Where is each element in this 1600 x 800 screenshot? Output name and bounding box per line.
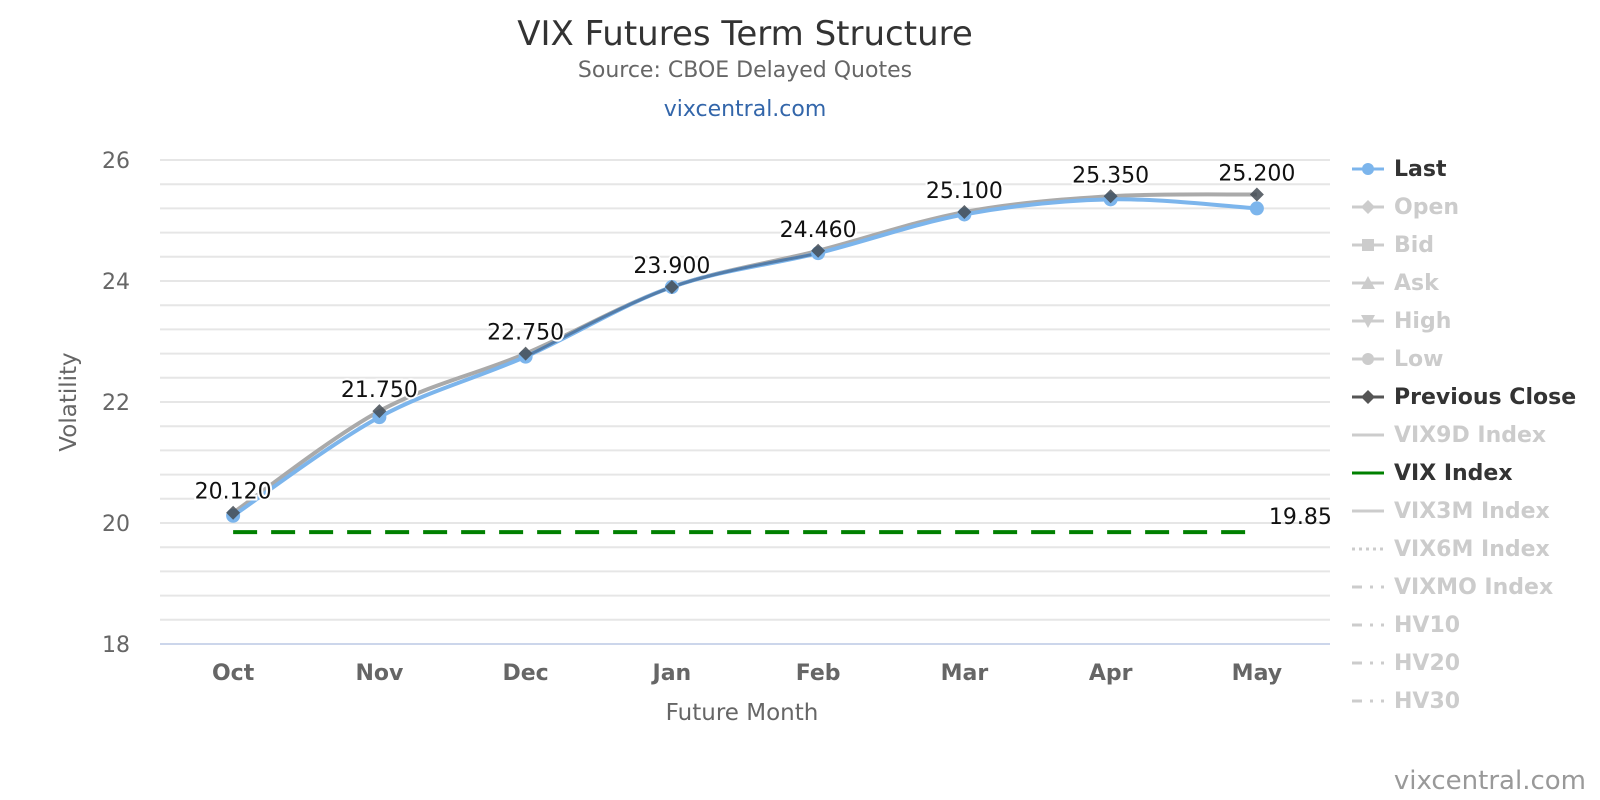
legend-symbol-icon <box>1352 547 1384 551</box>
chart-title: VIX Futures Term Structure <box>517 14 973 54</box>
x-axis-title: Future Month <box>666 700 819 726</box>
data-label-last: 21.750 <box>341 378 418 403</box>
x-tick-label: Jan <box>651 661 692 686</box>
data-label-vix-index: 19.85 <box>1269 505 1332 530</box>
legend-item[interactable]: Low <box>1350 340 1590 378</box>
chart-subtitle: Source: CBOE Delayed Quotes <box>577 58 913 83</box>
legend-item[interactable]: Last <box>1350 150 1590 188</box>
data-point-previous-close <box>226 505 241 520</box>
data-label-last: 25.350 <box>1072 163 1149 188</box>
data-label-last: 24.460 <box>780 218 857 243</box>
x-tick-label: Apr <box>1089 661 1133 686</box>
data-point-previous-close <box>372 404 387 419</box>
legend-label: VIX Index <box>1394 460 1513 486</box>
legend-label: High <box>1394 308 1452 334</box>
credits-text: vixcentral.com <box>1393 766 1586 796</box>
x-tick-label: Feb <box>796 661 841 686</box>
legend-item[interactable]: Bid <box>1350 226 1590 264</box>
legend-label: Low <box>1394 346 1444 372</box>
data-point-previous-close <box>664 280 679 295</box>
legend-symbol-icon <box>1352 623 1384 627</box>
data-point-previous-close <box>957 205 972 220</box>
legend-item[interactable]: VIX9D Index <box>1350 416 1590 454</box>
legend-item[interactable]: HV30 <box>1350 682 1590 720</box>
legend-label: VIX3M Index <box>1394 498 1550 524</box>
x-tick-label: Oct <box>212 661 255 686</box>
y-tick-label: 22 <box>102 391 130 416</box>
x-tick-label: Mar <box>941 661 989 686</box>
legend-item[interactable]: VIX Index <box>1350 454 1590 492</box>
legend-symbol-icon <box>1352 390 1384 404</box>
y-axis-title: Volatility <box>56 352 82 451</box>
legend-label: Previous Close <box>1394 384 1577 410</box>
legend-item[interactable]: Ask <box>1350 264 1590 302</box>
legend-label: Ask <box>1394 270 1439 296</box>
legend-symbol-icon <box>1352 276 1384 289</box>
legend-symbol-icon <box>1352 239 1384 251</box>
legend-label: VIXMO Index <box>1394 574 1554 600</box>
data-point-last <box>1249 201 1264 216</box>
legend: Last Open Bid Ask High Low Previous Close VIX9D… <box>1350 150 1590 720</box>
legend-label: VIX6M Index <box>1394 536 1550 562</box>
y-tick-label: 20 <box>102 512 130 537</box>
data-point-previous-close <box>518 346 533 361</box>
legend-item[interactable]: HV10 <box>1350 606 1590 644</box>
legend-symbol-icon <box>1352 433 1384 437</box>
legend-label: HV30 <box>1394 688 1461 714</box>
legend-item[interactable]: High <box>1350 302 1590 340</box>
data-label-last: 25.200 <box>1218 161 1295 186</box>
x-tick-label: Dec <box>503 661 549 686</box>
data-point-previous-close <box>811 243 826 258</box>
legend-symbol-icon <box>1352 315 1384 328</box>
legend-symbol-icon <box>1352 353 1384 365</box>
legend-item[interactable]: HV20 <box>1350 644 1590 682</box>
legend-label: Open <box>1394 194 1460 220</box>
legend-item[interactable]: Previous Close <box>1350 378 1590 416</box>
legend-label: Bid <box>1394 232 1435 258</box>
data-label-last: 20.120 <box>195 480 272 505</box>
x-tick-label: Nov <box>355 661 404 686</box>
legend-symbol-icon <box>1352 661 1384 665</box>
legend-label: HV10 <box>1394 612 1461 638</box>
y-tick-label: 24 <box>102 270 130 295</box>
legend-item[interactable]: VIXMO Index <box>1350 568 1590 606</box>
legend-label: VIX9D Index <box>1394 422 1547 448</box>
legend-symbol-icon <box>1352 163 1384 175</box>
y-tick-label: 18 <box>102 633 130 658</box>
legend-label: HV20 <box>1394 650 1461 676</box>
y-tick-label: 26 <box>102 149 130 174</box>
data-label-last: 22.750 <box>487 321 564 346</box>
data-point-previous-close <box>1249 187 1264 202</box>
legend-symbol-icon <box>1352 471 1384 475</box>
legend-symbol-icon <box>1352 699 1384 703</box>
x-tick-label: May <box>1232 661 1282 686</box>
data-label-last: 23.900 <box>633 254 710 279</box>
legend-item[interactable]: Open <box>1350 188 1590 226</box>
legend-symbol-icon <box>1352 200 1384 214</box>
data-label-last: 25.100 <box>926 179 1003 204</box>
legend-label: Last <box>1394 156 1447 182</box>
legend-item[interactable]: VIX3M Index <box>1350 492 1590 530</box>
source-link[interactable]: vixcentral.com <box>663 97 827 122</box>
legend-symbol-icon <box>1352 585 1384 589</box>
legend-symbol-icon <box>1352 509 1384 513</box>
data-point-previous-close <box>1103 189 1118 204</box>
legend-item[interactable]: VIX6M Index <box>1350 530 1590 568</box>
series-line-last <box>232 197 1258 518</box>
